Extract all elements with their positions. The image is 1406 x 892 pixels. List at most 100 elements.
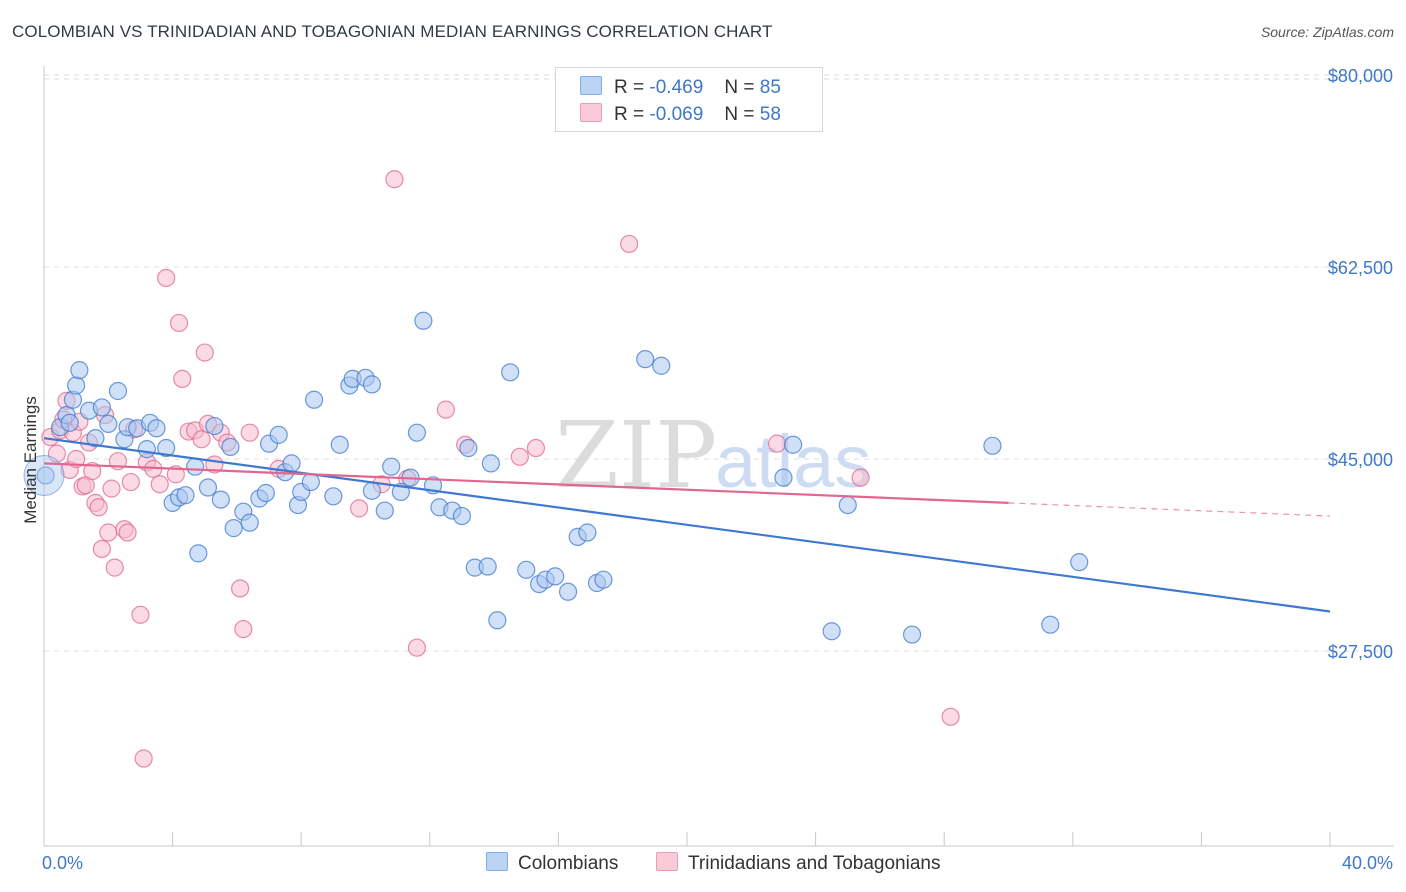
trend-lines	[43, 437, 1331, 613]
colombian-point	[652, 356, 671, 375]
y-tick-label: $27,500	[1328, 642, 1393, 662]
stats-legend: R = -0.469 N = 85 R = -0.069 N = 58	[555, 67, 823, 132]
colombian-point	[137, 440, 156, 459]
colombian-point	[414, 311, 433, 330]
bottom-legend-label: Trinidadians and Tobagonians	[688, 853, 941, 874]
source-credit: Source: ZipAtlas.com	[1260, 24, 1394, 40]
x-tick-label-min: 0.0%	[42, 853, 83, 873]
colombian-point	[92, 398, 111, 417]
colombian-point	[407, 423, 427, 442]
y-tick-label: $80,000	[1328, 66, 1393, 86]
colombian-point	[1041, 615, 1060, 634]
legend-row-trinidadians: R = -0.069 N = 58	[580, 103, 781, 126]
colombian-point	[221, 437, 240, 457]
trinidadian-point	[195, 343, 214, 362]
trinidadian-point	[234, 619, 253, 639]
colombian-point	[546, 567, 565, 586]
colombian-point	[108, 381, 128, 401]
colombian-point	[983, 436, 1002, 455]
colombian-point	[256, 483, 275, 503]
colombian-point	[157, 438, 176, 458]
trinidadian-point	[385, 170, 404, 189]
colombian-point	[211, 490, 230, 509]
colombian-point	[362, 375, 382, 394]
colombian-point	[330, 435, 349, 454]
trinidadian-point	[231, 579, 250, 598]
trinidadian-point	[436, 400, 455, 419]
trinidadian-point	[102, 479, 121, 498]
trinidadian-point	[851, 468, 870, 487]
trinidadian-point	[67, 449, 86, 469]
trinidadian-point	[105, 558, 124, 577]
colombian-point	[774, 468, 793, 487]
trinidadian-point	[240, 423, 259, 442]
bottom-legend-swatch-blue	[486, 852, 508, 871]
trinidadian-point	[99, 523, 118, 542]
trinidadian-point	[121, 472, 140, 492]
watermark: ZIP atlas	[555, 402, 871, 509]
colombian-point-large	[23, 454, 65, 496]
colombian-point	[86, 429, 105, 448]
colombian-point	[488, 611, 507, 630]
colombian-point	[636, 350, 655, 369]
colombian-point	[304, 390, 324, 409]
bottom-legend-colombians: Colombians	[486, 852, 618, 875]
legend-swatch-pink	[580, 103, 602, 122]
axes	[43, 66, 1394, 847]
legend-n-value: 58	[759, 104, 781, 125]
colombian-point	[186, 457, 205, 476]
colombian-point	[240, 513, 259, 532]
x-tick-label-max: 40.0%	[1342, 853, 1393, 873]
colombian-point	[382, 457, 401, 476]
trinidadian-point	[169, 313, 189, 333]
colombian-point	[67, 376, 86, 395]
colombian-point	[822, 622, 841, 641]
trinidadian-point	[166, 465, 185, 484]
colombian-point	[362, 481, 382, 500]
colombian-point	[176, 486, 195, 505]
trinidadian-point	[134, 749, 153, 768]
trinidadian-point	[349, 499, 369, 518]
trinidadian-point	[173, 369, 192, 389]
colombian-point	[60, 413, 79, 432]
trinidadian-point	[526, 438, 545, 458]
colombian-point	[594, 570, 613, 589]
trinidadian-point	[767, 434, 787, 453]
colombian-point	[838, 495, 857, 515]
colombian-point	[902, 625, 922, 644]
colombian-point	[301, 472, 320, 492]
series-colombian-points	[23, 311, 1089, 644]
colombian-point	[478, 557, 497, 576]
trinidadian-point	[118, 523, 137, 542]
grid-lines	[44, 74, 1394, 652]
colombian-point	[481, 454, 500, 473]
colombian-point	[99, 414, 118, 433]
legend-n-value: 85	[759, 77, 781, 98]
legend-r-value: -0.069	[649, 104, 704, 125]
colombian-point	[224, 519, 243, 538]
colombian-point	[517, 560, 536, 579]
chart-title: COLOMBIAN VS TRINIDADIAN AND TOBAGONIAN …	[12, 22, 773, 41]
trinidadian-point	[150, 475, 169, 494]
trinidadian-point	[510, 447, 529, 466]
colombian-point	[269, 425, 288, 444]
colombian-point	[282, 454, 301, 473]
colombian-point	[70, 361, 89, 380]
trinidadian-trend-extension	[1008, 502, 1331, 517]
colombian-point	[783, 435, 803, 454]
colombian-point	[459, 438, 478, 458]
colombian-point	[205, 416, 224, 436]
colombian-point	[578, 523, 597, 542]
y-tick-label: $62,500	[1328, 258, 1393, 278]
trinidadian-point	[89, 498, 108, 517]
colombian-point	[36, 466, 55, 485]
colombian-point	[1070, 553, 1089, 572]
y-axis-label: Median Earnings	[21, 396, 40, 524]
colombian-point	[558, 582, 578, 601]
legend-n-label: N =	[724, 77, 755, 98]
colombian-trend-line	[43, 437, 1331, 613]
colombian-point	[198, 478, 218, 497]
trinidadian-point	[192, 430, 211, 449]
legend-swatch-blue	[580, 76, 602, 95]
